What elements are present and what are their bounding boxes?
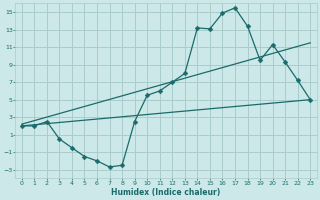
X-axis label: Humidex (Indice chaleur): Humidex (Indice chaleur) (111, 188, 220, 197)
